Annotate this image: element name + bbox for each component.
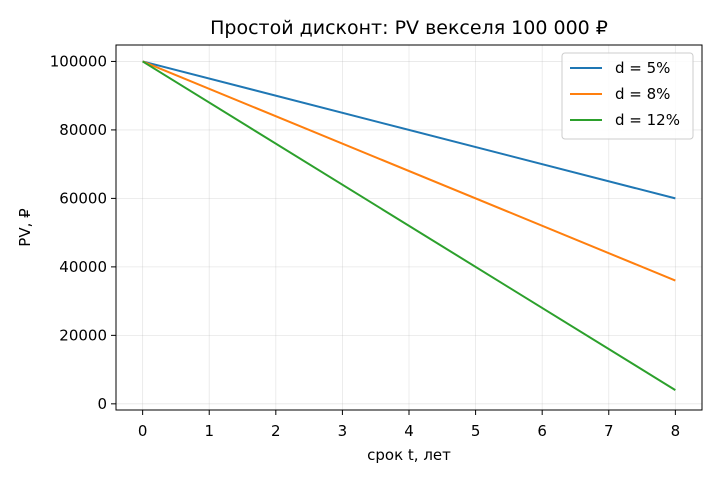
- y-tick-label: 80000: [59, 121, 107, 139]
- y-tick-label: 20000: [59, 326, 107, 344]
- series-line: [142, 60, 676, 282]
- x-tick-label: 4: [404, 422, 414, 440]
- x-tick-label: 7: [604, 422, 614, 440]
- ticks: 0 1 2 3 4 5 6 7 8 0 20000 40000 60000 80000 100000: [50, 52, 680, 440]
- y-tick-label: 60000: [59, 189, 107, 207]
- y-tick-label: 0: [97, 395, 107, 413]
- chart-title: Простой дисконт: PV векселя 100 000 ₽: [210, 17, 608, 39]
- legend-label: d = 5%: [615, 59, 670, 77]
- x-tick-label: 3: [338, 422, 348, 440]
- y-tick-label: 40000: [59, 258, 107, 276]
- legend-box: [561, 52, 694, 140]
- x-axis-label: срок t, лет: [367, 446, 451, 464]
- series-group: [142, 60, 676, 391]
- series-line: [142, 60, 676, 200]
- legend: d = 5% d = 8% d = 12%: [561, 52, 694, 140]
- y-tick-label: 100000: [50, 52, 107, 70]
- x-tick-label: 8: [671, 422, 681, 440]
- legend-label: d = 12%: [615, 111, 680, 129]
- series-line: [142, 60, 676, 391]
- x-tick-label: 5: [471, 422, 481, 440]
- legend-label: d = 8%: [615, 85, 670, 103]
- x-tick-label: 2: [271, 422, 281, 440]
- x-tick-label: 6: [537, 422, 547, 440]
- x-tick-label: 0: [138, 422, 148, 440]
- x-tick-label: 1: [204, 422, 214, 440]
- y-axis-label: PV, ₽: [16, 208, 34, 247]
